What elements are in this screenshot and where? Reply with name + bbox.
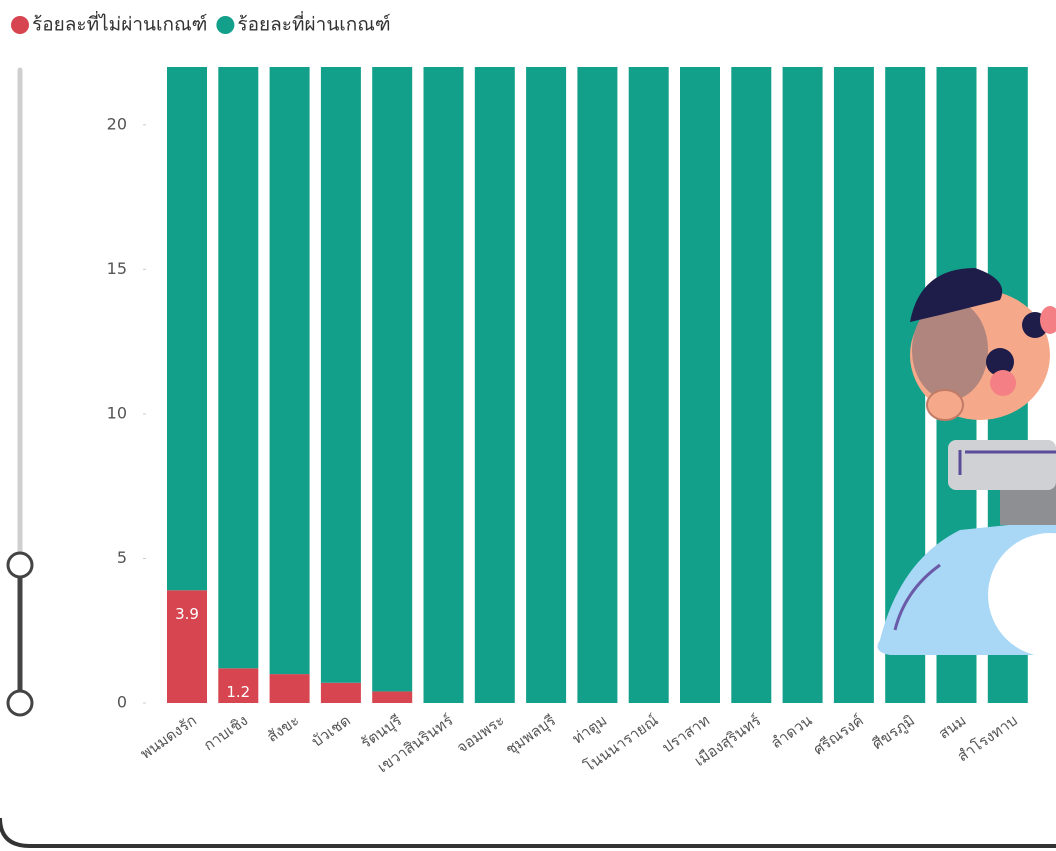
baby-ear <box>926 389 964 421</box>
range-slider[interactable] <box>6 67 34 717</box>
x-tick-label: ท่าตูม <box>569 711 610 748</box>
bar-segment <box>218 668 259 703</box>
baby-hair-back <box>912 300 988 400</box>
x-tick-label: สังขะ <box>264 711 303 746</box>
scale-tray-line <box>958 450 1056 475</box>
bar-segment <box>833 67 874 703</box>
bar-segment <box>269 674 310 703</box>
x-tick-label: ชุมพลบุรี <box>502 711 559 759</box>
scale-dial <box>988 533 1056 657</box>
y-tick-label: 0 <box>117 693 127 712</box>
legend-marker <box>216 16 235 34</box>
bar-segment <box>628 67 669 703</box>
baby-hair <box>910 268 1003 322</box>
baby-cheek <box>990 370 1016 396</box>
bar-segment <box>320 682 361 703</box>
scale-tray <box>948 440 1056 490</box>
bar-segment <box>372 691 413 703</box>
slider-handle[interactable] <box>6 551 34 579</box>
bar-segment <box>218 67 259 669</box>
x-tick-label: ศีขรภูมิ <box>869 711 918 753</box>
y-tick-label: 20 <box>107 114 127 133</box>
x-tick-label: บัวเชด <box>308 711 354 750</box>
scale-line <box>893 563 941 631</box>
legend-marker <box>11 16 29 34</box>
bar-segment <box>731 67 772 703</box>
x-tick-label: ศรีณรงค์ <box>810 711 867 758</box>
bar-segment <box>423 67 464 703</box>
bar-segment <box>372 67 413 692</box>
bar-segment <box>526 67 567 703</box>
illustration <box>877 268 1056 657</box>
baby-eye <box>986 348 1014 376</box>
x-tick-label: กาบเชิง <box>200 711 251 754</box>
bar-segment <box>474 67 515 703</box>
baby-cheek <box>1040 306 1056 334</box>
bar-segment <box>167 67 207 591</box>
legend-label: ร้อยละที่ไม่ผ่านเกณฑ์ <box>32 11 207 36</box>
y-tick-label: 10 <box>107 403 127 422</box>
bar-segment <box>680 67 720 703</box>
legend-label: ร้อยละที่ผ่านเกณฑ์ <box>237 11 390 36</box>
data-label: 1.2 <box>226 683 250 701</box>
bar-segment <box>167 590 207 703</box>
bar-segment <box>320 67 361 683</box>
plot-area <box>167 67 1028 703</box>
visual-border <box>0 817 1056 848</box>
bar-segment <box>782 67 823 703</box>
x-tick-label: ลำดวน <box>767 711 815 752</box>
data-label: 3.9 <box>175 605 199 623</box>
bar-segment <box>577 67 618 703</box>
y-tick-label: 15 <box>107 259 127 278</box>
bar-segment <box>269 67 310 675</box>
x-tick-label: สนม <box>935 711 969 743</box>
x-tick-label: พนมดงรัก <box>137 711 200 763</box>
x-tick-label: จอมพระ <box>453 711 507 757</box>
y-tick-label: 5 <box>117 548 127 567</box>
slider-handle[interactable] <box>6 689 34 717</box>
legend: ร้อยละที่ไม่ผ่านเกณฑ์ ร้อยละที่ผ่านเกณฑ์ <box>11 11 391 36</box>
